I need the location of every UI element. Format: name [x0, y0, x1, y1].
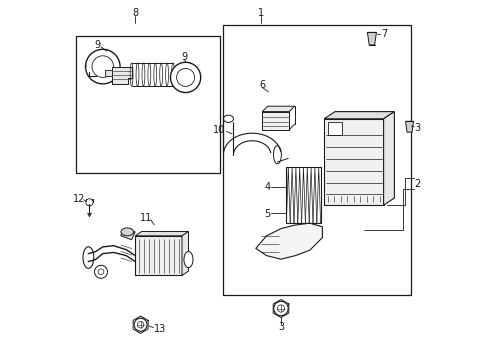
Text: 7: 7 [381, 29, 387, 39]
Text: 4: 4 [264, 182, 270, 192]
Polygon shape [286, 167, 320, 223]
Polygon shape [105, 70, 112, 76]
Text: 9: 9 [181, 51, 188, 62]
Polygon shape [324, 119, 384, 205]
Circle shape [98, 269, 104, 275]
Circle shape [176, 68, 195, 86]
Circle shape [134, 318, 147, 331]
Ellipse shape [83, 247, 94, 269]
Text: 13: 13 [154, 324, 167, 334]
Text: 6: 6 [259, 80, 266, 90]
Polygon shape [121, 230, 135, 240]
Text: 3: 3 [414, 123, 420, 133]
Polygon shape [262, 112, 289, 130]
Circle shape [277, 305, 285, 312]
Polygon shape [256, 223, 322, 259]
Bar [328, 122, 342, 135]
Polygon shape [406, 121, 414, 132]
Ellipse shape [273, 146, 281, 164]
Text: 5: 5 [264, 209, 270, 219]
Circle shape [86, 199, 93, 206]
Polygon shape [86, 199, 93, 202]
Polygon shape [135, 236, 182, 275]
Text: 2: 2 [414, 179, 420, 189]
Circle shape [274, 301, 288, 316]
Text: 8: 8 [132, 8, 138, 18]
Ellipse shape [121, 228, 134, 236]
Text: 3: 3 [278, 322, 284, 332]
Bar [76, 36, 220, 173]
Bar [223, 25, 411, 295]
Circle shape [137, 321, 144, 328]
Circle shape [171, 62, 201, 93]
Polygon shape [135, 231, 189, 236]
Circle shape [86, 49, 120, 84]
Polygon shape [112, 67, 132, 84]
Circle shape [95, 265, 107, 278]
Polygon shape [262, 106, 294, 112]
Text: 12: 12 [73, 194, 86, 204]
Text: 10: 10 [213, 125, 225, 135]
Text: 1: 1 [258, 8, 264, 18]
Polygon shape [384, 112, 394, 205]
Polygon shape [324, 112, 394, 119]
Ellipse shape [184, 252, 193, 268]
Polygon shape [368, 32, 376, 45]
Polygon shape [182, 231, 189, 275]
Text: 11: 11 [140, 213, 152, 223]
Circle shape [92, 56, 114, 77]
Text: 9: 9 [95, 40, 100, 50]
